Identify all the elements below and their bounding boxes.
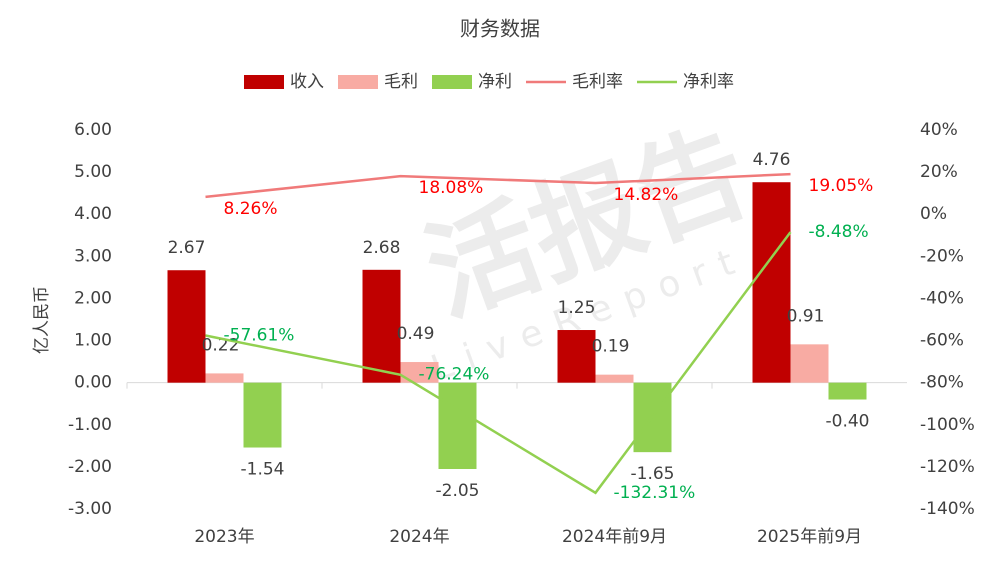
value-label: -0.40 xyxy=(826,412,870,432)
line xyxy=(205,231,792,495)
line xyxy=(205,172,791,199)
y2-tick-label: 40% xyxy=(920,120,958,140)
y-tick-label: 5.00 xyxy=(74,162,112,182)
value-label: -1.54 xyxy=(241,460,285,480)
legend-label: 毛利率 xyxy=(572,72,623,92)
value-label: 4.76 xyxy=(753,150,791,170)
legend-swatch xyxy=(338,75,378,89)
bar xyxy=(752,182,791,383)
value-label: 19.05% xyxy=(809,176,874,196)
bar xyxy=(790,344,829,383)
legend-label: 收入 xyxy=(290,72,324,92)
x-tick-label: 2024年前9月 xyxy=(562,527,667,547)
y-tick-label: -2.00 xyxy=(68,457,112,477)
y-tick-label: 3.00 xyxy=(74,246,112,266)
y2-tick-label: -120% xyxy=(920,457,975,477)
bar xyxy=(557,330,596,383)
bar xyxy=(362,269,401,383)
value-label: 1.25 xyxy=(558,298,596,318)
x-tick-label: 2023年 xyxy=(194,527,254,547)
y-tick-label: 4.00 xyxy=(74,204,112,224)
y-tick-label: 0.00 xyxy=(74,373,112,393)
y-tick-label: 2.00 xyxy=(74,288,112,308)
value-label: 0.91 xyxy=(787,306,825,326)
y2-tick-label: -140% xyxy=(920,499,975,519)
legend-label: 净利 xyxy=(478,72,512,92)
y-axis-title: 亿人民币 xyxy=(32,286,52,354)
y-tick-label: -1.00 xyxy=(68,415,112,435)
bar xyxy=(243,382,282,448)
value-label: 0.49 xyxy=(397,324,435,344)
bar xyxy=(205,373,244,383)
chart-title: 财务数据 xyxy=(460,17,540,41)
value-label: 8.26% xyxy=(224,199,278,219)
value-label: -1.65 xyxy=(631,464,675,484)
y2-tick-label: 0% xyxy=(920,204,947,224)
legend-label: 毛利 xyxy=(384,72,418,92)
bar xyxy=(438,382,477,469)
value-label: -8.48% xyxy=(809,222,869,242)
value-label: -57.61% xyxy=(224,326,295,346)
y-tick-label: 1.00 xyxy=(74,331,112,351)
value-label: -132.31% xyxy=(614,483,696,503)
bar xyxy=(595,374,634,383)
bar xyxy=(167,270,206,383)
value-label: -2.05 xyxy=(436,481,480,501)
value-label: 2.67 xyxy=(168,238,206,258)
y2-tick-label: 20% xyxy=(920,162,958,182)
legend-swatch xyxy=(432,75,472,89)
y-tick-label: 6.00 xyxy=(74,120,112,140)
y2-tick-label: -60% xyxy=(920,331,964,351)
y2-tick-label: -20% xyxy=(920,246,964,266)
legend-label: 净利率 xyxy=(683,72,734,92)
value-label: 14.82% xyxy=(614,185,679,205)
x-tick-label: 2025年前9月 xyxy=(757,527,862,547)
y2-tick-label: -40% xyxy=(920,288,964,308)
bar xyxy=(400,362,439,383)
legend-swatch xyxy=(244,75,284,89)
y-tick-label: -3.00 xyxy=(68,499,112,519)
value-label: 0.19 xyxy=(592,337,630,357)
y2-tick-label: -80% xyxy=(920,373,964,393)
y2-tick-label: -100% xyxy=(920,415,975,435)
value-label: -76.24% xyxy=(419,365,490,385)
value-label: 18.08% xyxy=(419,178,484,198)
x-tick-label: 2024年 xyxy=(389,527,449,547)
value-label: 2.68 xyxy=(363,238,401,258)
bar xyxy=(828,382,867,400)
